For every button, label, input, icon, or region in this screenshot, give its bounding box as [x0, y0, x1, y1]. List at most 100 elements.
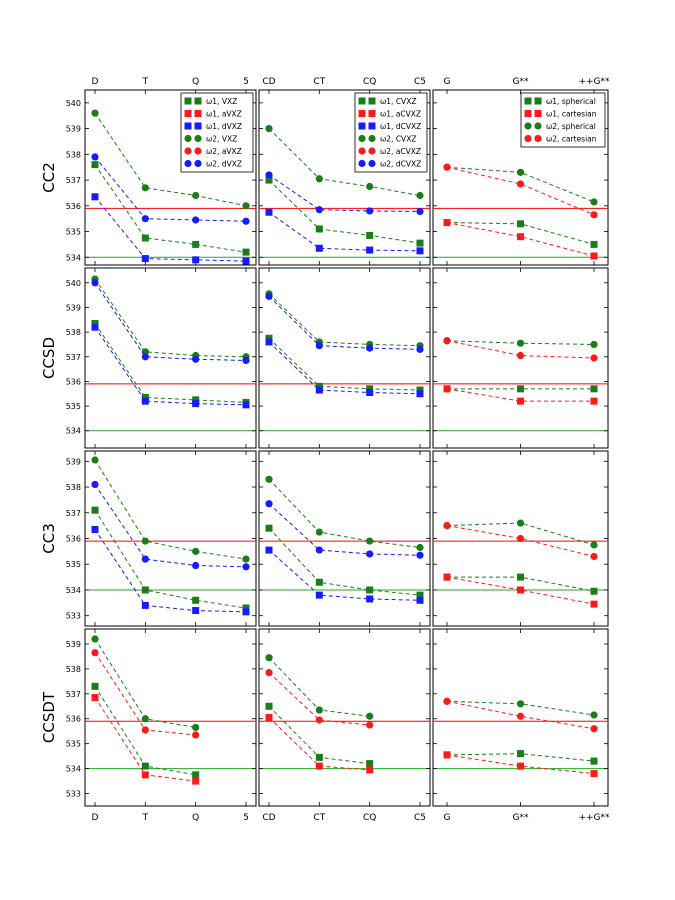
legend-marker	[524, 134, 532, 143]
data-point	[242, 563, 250, 571]
data-point	[141, 601, 149, 609]
data-point	[416, 191, 424, 200]
data-point	[590, 397, 598, 405]
y-tick-label: 540	[66, 99, 81, 108]
data-point	[192, 561, 200, 570]
data-point	[366, 207, 374, 215]
data-point	[192, 396, 200, 404]
y-tick-label: 536	[66, 202, 81, 211]
data-point	[141, 393, 149, 401]
data-point	[91, 279, 99, 287]
data-point	[590, 211, 598, 219]
legend-label: ω1, CVXZ	[380, 97, 416, 106]
data-point	[91, 319, 99, 327]
data-point	[366, 550, 374, 558]
legend-marker	[194, 110, 202, 117]
legend-label: ω2, cartesian	[546, 135, 597, 144]
legend-marker	[534, 110, 542, 117]
x-tick-label-top: G**	[513, 77, 529, 87]
data-point	[366, 344, 374, 352]
legend-label: ω1, aCVXZ	[380, 110, 421, 119]
legend: ω1, spherical ω1, cartesian ω2, spherical ω…	[520, 92, 606, 148]
data-point	[242, 608, 250, 616]
legend-marker	[358, 134, 366, 143]
y-tick-label: 536	[66, 535, 81, 544]
legend-marker	[194, 147, 202, 155]
legend-marker	[534, 134, 542, 143]
data-point	[91, 635, 99, 643]
data-point	[91, 525, 99, 533]
data-point	[516, 180, 525, 188]
data-point	[590, 725, 598, 733]
data-point	[517, 385, 524, 393]
x-tick-label-bottom: C5	[414, 813, 426, 823]
y-tick-label: 534	[66, 765, 81, 774]
y-tick-label: 536	[66, 377, 81, 386]
data-point	[366, 385, 374, 393]
data-point	[517, 750, 524, 758]
y-tick-label: 533	[66, 612, 81, 621]
data-point	[315, 578, 323, 586]
panel-ccsdt-2: G G** ++G**	[432, 628, 610, 823]
data-point	[141, 586, 149, 594]
data-point	[141, 715, 149, 723]
data-point	[91, 480, 99, 489]
data-point	[192, 400, 200, 408]
legend-label: ω2, CVXZ	[380, 135, 416, 144]
legend-marker	[534, 122, 542, 130]
data-point	[590, 354, 598, 362]
data-point	[516, 534, 525, 543]
data-point	[590, 340, 598, 349]
data-point	[192, 731, 200, 739]
series-line	[268, 672, 370, 726]
data-point	[416, 591, 424, 599]
series-line	[268, 337, 421, 391]
x-tick-label-top: ++G**	[578, 77, 610, 87]
data-point	[516, 700, 525, 708]
data-point	[265, 125, 273, 133]
data-point	[366, 231, 374, 239]
data-point	[265, 171, 273, 179]
data-point	[517, 573, 524, 581]
series-line	[94, 509, 247, 609]
data-point	[416, 247, 424, 255]
data-point	[315, 206, 323, 214]
data-point	[141, 234, 149, 242]
panel-ccsdt-0: D T Q 5 533 534 535 536 537 538 539 CCSDT	[40, 628, 257, 823]
x-tick-label-top: C5	[414, 77, 426, 87]
data-point	[265, 714, 273, 721]
data-point	[265, 546, 273, 554]
data-point	[91, 193, 99, 201]
data-point	[242, 401, 250, 409]
data-point	[265, 338, 273, 346]
data-point	[242, 356, 250, 365]
series-line	[446, 525, 595, 558]
legend-marker	[194, 97, 202, 105]
legend-marker	[534, 97, 542, 105]
y-tick-label: 535	[66, 740, 81, 749]
data-point	[141, 397, 149, 405]
data-point	[141, 215, 149, 223]
panel-cc3-2	[432, 450, 609, 627]
panel-ccsdt-1: CD CT CQ C5	[258, 628, 431, 823]
legend-marker	[368, 147, 376, 155]
legend-label: ω1, cartesian	[546, 110, 597, 119]
data-point	[141, 771, 149, 779]
series-line	[446, 388, 594, 402]
series-line	[268, 527, 421, 596]
data-point	[516, 339, 525, 347]
panel-frame	[84, 628, 257, 807]
legend-marker	[368, 97, 376, 105]
legend-marker	[184, 110, 192, 117]
x-tick-label-top: G	[444, 77, 451, 87]
data-point	[91, 506, 99, 514]
y-tick-label: 535	[66, 402, 81, 411]
series-line	[268, 293, 421, 347]
y-tick-label: 537	[66, 509, 81, 518]
data-point	[91, 109, 99, 117]
x-tick-label-top: D	[92, 77, 99, 87]
panel-cc2-0: D T Q 5 534 535 536 537 538 539 540 CC2 ω1, VXZ ω1, a…	[40, 77, 257, 266]
data-point	[366, 586, 374, 594]
series-line	[268, 503, 421, 556]
x-tick-label-bottom: CT	[313, 813, 325, 823]
